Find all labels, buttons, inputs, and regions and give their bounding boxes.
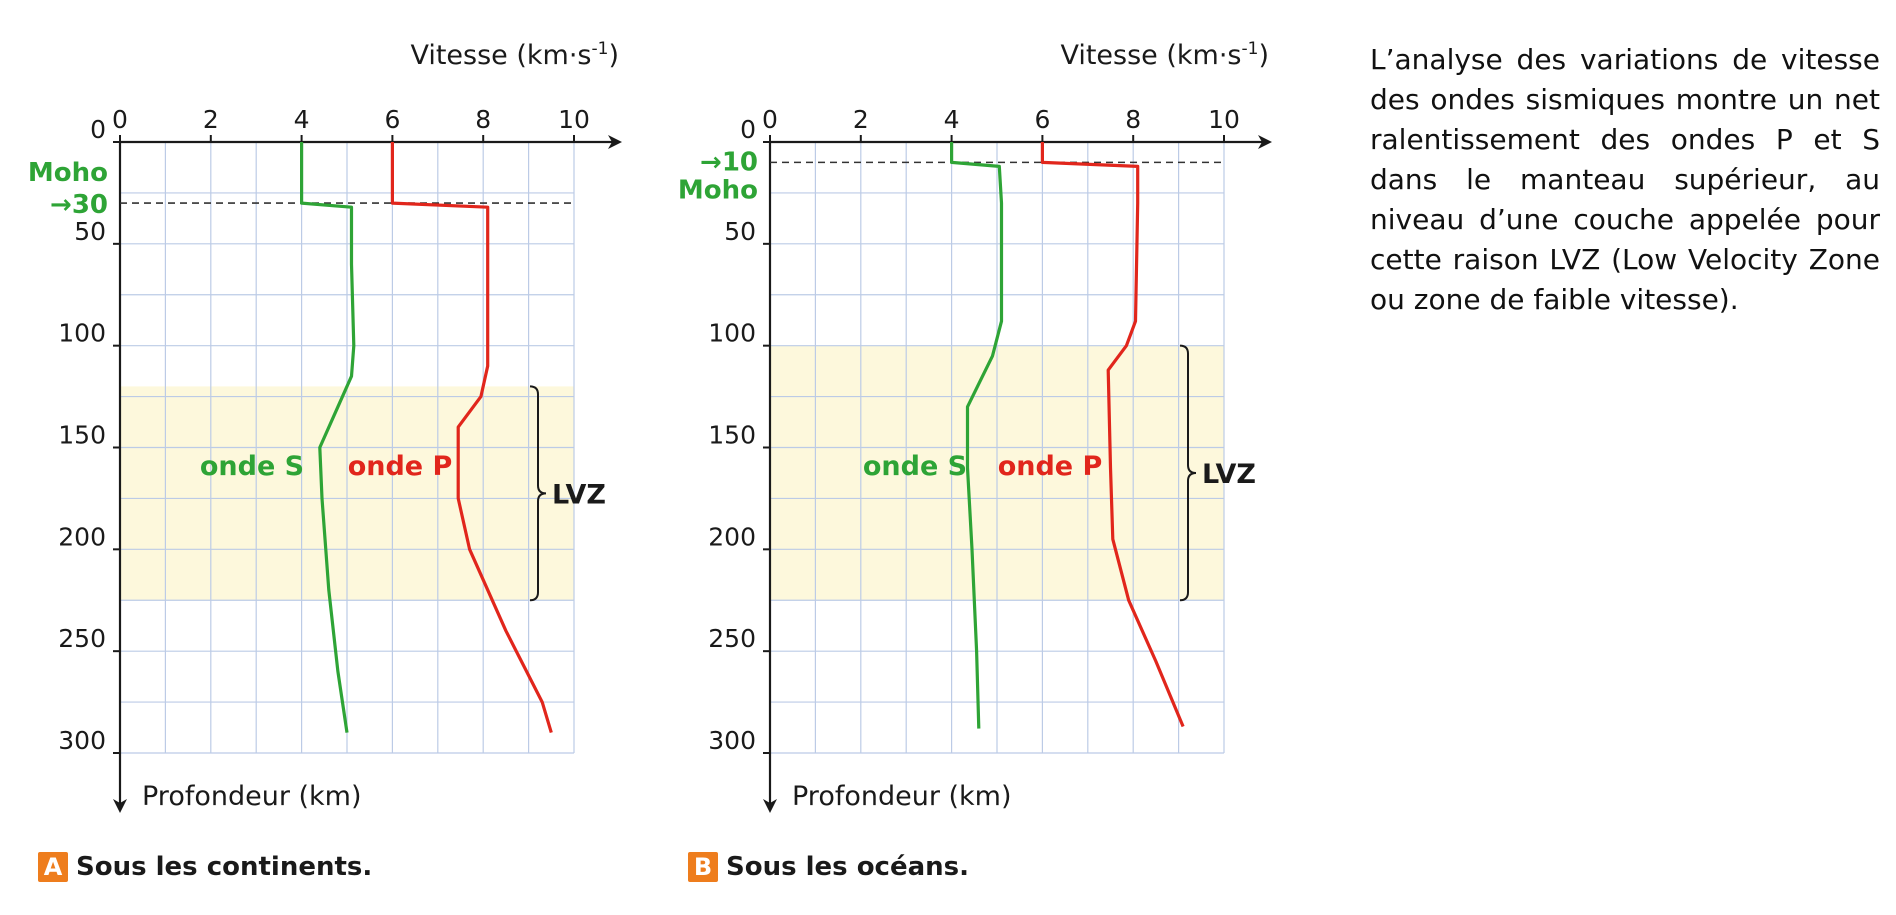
caption-b: B Sous les océans. [688, 852, 969, 882]
y-tick-label-a: 300 [58, 726, 106, 755]
y-tick-label-b: 150 [708, 421, 756, 450]
y-tick-label-a: 200 [58, 522, 106, 551]
y-tick-label-b: 50 [724, 217, 756, 246]
series-label-a-s: onde S [200, 451, 304, 482]
y-tick-label-b: 100 [708, 319, 756, 348]
x-tick-label-b: 4 [944, 105, 960, 134]
x-tick-label-b: 8 [1125, 105, 1141, 134]
x-tick-label-a: 8 [475, 105, 491, 134]
y-axis-arrow-a [113, 799, 127, 813]
x-tick-label-a: 10 [558, 105, 590, 134]
y-axis-arrow-b [763, 799, 777, 813]
panel-badge-b: B [688, 852, 718, 882]
caption-b-text: Sous les océans. [726, 852, 970, 882]
caption-a-text: Sous les continents. [76, 852, 373, 882]
x-tick-label-a: 2 [203, 105, 219, 134]
lvz-label-a: LVZ [552, 479, 606, 510]
moho-label-b: Moho [678, 175, 758, 205]
y-tick-label-a: 150 [58, 421, 106, 450]
panel-badge-a: A [38, 852, 68, 882]
x-axis-arrow-a [608, 135, 622, 149]
series-label-b-p: onde P [998, 451, 1103, 482]
x-tick-label-a: 4 [294, 105, 310, 134]
lvz-label-b: LVZ [1202, 459, 1256, 490]
x-tick-label-b: 10 [1208, 105, 1240, 134]
lvz-bracket-a [529, 385, 547, 602]
y-tick-label-b: 200 [708, 522, 756, 551]
x-tick-label-b: 6 [1034, 105, 1050, 134]
series-line-b-s [950, 142, 1004, 729]
series-line-b-p [1040, 142, 1185, 728]
y-tick-label-a: 100 [58, 319, 106, 348]
y-axis-title-b: Profondeur (km) [792, 781, 1012, 812]
x-tick-label-b: 0 [762, 105, 778, 134]
y-tick-label-b: 300 [708, 726, 756, 755]
y-tick-label-b: 0 [740, 115, 756, 144]
caption-a: A Sous les continents. [38, 852, 372, 882]
y-tick-label-b: 250 [708, 624, 756, 653]
series-label-b-s: onde S [863, 451, 967, 482]
moho-label-a: Moho [28, 158, 108, 188]
x-tick-label-a: 0 [112, 105, 128, 134]
series-line-a-p [390, 142, 553, 734]
x-tick-label-b: 2 [853, 105, 869, 134]
series-line-a-s [300, 142, 356, 733]
lvz-bracket-b [1179, 344, 1197, 602]
y-tick-label-a: 250 [58, 624, 106, 653]
series-label-a-p: onde P [348, 451, 453, 482]
x-axis-title-b: Vitesse (km·s-1) [1060, 39, 1269, 71]
side-paragraph: L’analyse des variations de vitesse des … [1370, 43, 1880, 316]
x-tick-label-a: 6 [384, 105, 400, 134]
x-axis-title-a: Vitesse (km·s-1) [410, 39, 619, 71]
y-tick-label-a: 50 [74, 217, 106, 246]
y-axis-title-a: Profondeur (km) [142, 781, 362, 812]
moho-value-a: →30 [50, 190, 108, 220]
x-axis-arrow-b [1258, 135, 1272, 149]
moho-value-b: →10 [700, 147, 758, 177]
y-tick-label-a: 0 [90, 115, 106, 144]
